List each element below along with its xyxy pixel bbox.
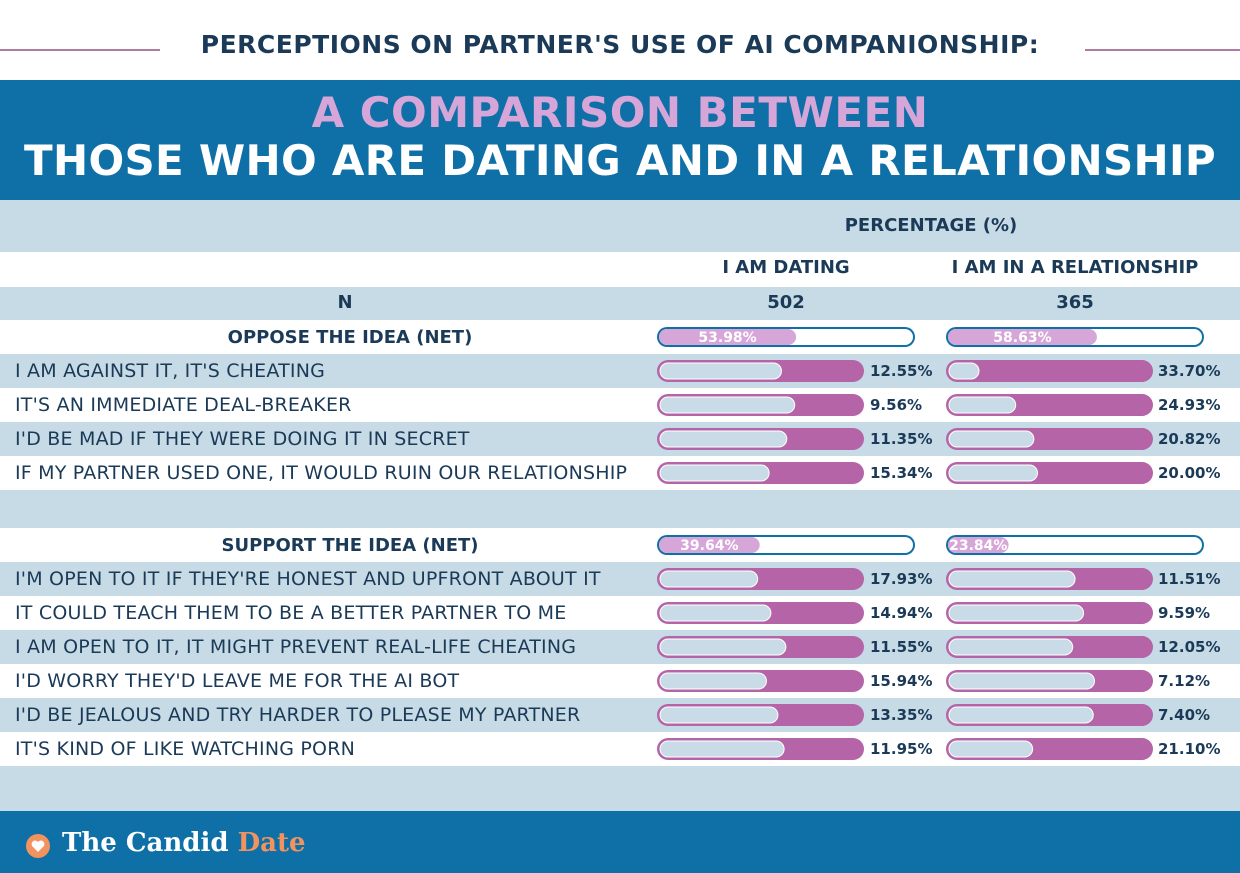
n-relationship: 365 [1056,292,1094,313]
value-dating: 9.56% [870,396,923,414]
group-spacer [0,490,1240,528]
row-label: I AM OPEN TO IT, IT MIGHT PREVENT REAL-L… [15,636,577,658]
row-label: IT'S AN IMMEDIATE DEAL-BREAKER [15,394,352,416]
row-label: I'M OPEN TO IT IF THEY'RE HONEST AND UPF… [15,568,601,590]
value-relationship: 24.93% [1158,396,1221,414]
value-relationship: 9.59% [1158,604,1211,622]
row-label: IF MY PARTNER USED ONE, IT WOULD RUIN OU… [15,462,628,484]
percentage-header: PERCENTAGE (%) [844,215,1018,236]
value-dating: 11.55% [870,638,933,656]
subtitle-line-1: A COMPARISON BETWEEN [311,88,929,137]
n-dating: 502 [767,292,805,313]
value-dating: 15.34% [870,464,933,482]
title-rule-right [1085,49,1240,51]
row-label: I'D BE JEALOUS AND TRY HARDER TO PLEASE … [15,704,581,726]
bottom-spacer [0,766,1240,811]
value-relationship: 20.00% [1158,464,1221,482]
value-dating: 11.35% [870,430,933,448]
value-relationship: 33.70% [1158,362,1221,380]
header-band [0,200,1240,252]
page-title: PERCEPTIONS ON PARTNER'S USE OF AI COMPA… [200,30,1040,59]
net-label-1: SUPPORT THE IDEA (NET) [221,535,479,556]
n-label: N [337,292,353,313]
value-relationship: 7.12% [1158,672,1211,690]
net-label-0: OPPOSE THE IDEA (NET) [227,327,473,348]
value-relationship: 21.10% [1158,740,1221,758]
value-dating: 13.35% [870,706,933,724]
row-label: I'D WORRY THEY'D LEAVE ME FOR THE AI BOT [15,670,460,692]
title-rule-left [0,49,160,51]
column-header-band [0,252,1240,287]
title-banner [0,80,1240,200]
heart-icon [26,834,50,858]
value-relationship: 20.82% [1158,430,1221,448]
value-relationship: 11.51% [1158,570,1221,588]
row-label: IT COULD TEACH THEM TO BE A BETTER PARTN… [15,602,567,624]
row-label: IT'S KIND OF LIKE WATCHING PORN [15,738,356,760]
value-dating: 15.94% [870,672,933,690]
n-row-band [0,287,1240,320]
value-dating: 11.95% [870,740,933,758]
brand-name: The Candid [62,828,238,858]
row-label: I'D BE MAD IF THEY WERE DOING IT IN SECR… [15,428,470,450]
column-header-dating: I AM DATING [722,257,850,278]
value-dating: 17.93% [870,570,933,588]
value-dating: 12.55% [870,362,933,380]
brand-name-accent: Date [237,828,306,858]
value-dating: 14.94% [870,604,933,622]
value-relationship: 12.05% [1158,638,1221,656]
footer-bar [0,811,1240,873]
top-title-area [0,0,1240,80]
brand-logo: The Candid Date [62,828,306,858]
value-relationship: 7.40% [1158,706,1211,724]
subtitle-line-2: THOSE WHO ARE DATING AND IN A RELATIONSH… [24,136,1216,185]
row-label: I AM AGAINST IT, IT'S CHEATING [15,360,326,382]
column-header-relationship: I AM IN A RELATIONSHIP [951,257,1199,278]
